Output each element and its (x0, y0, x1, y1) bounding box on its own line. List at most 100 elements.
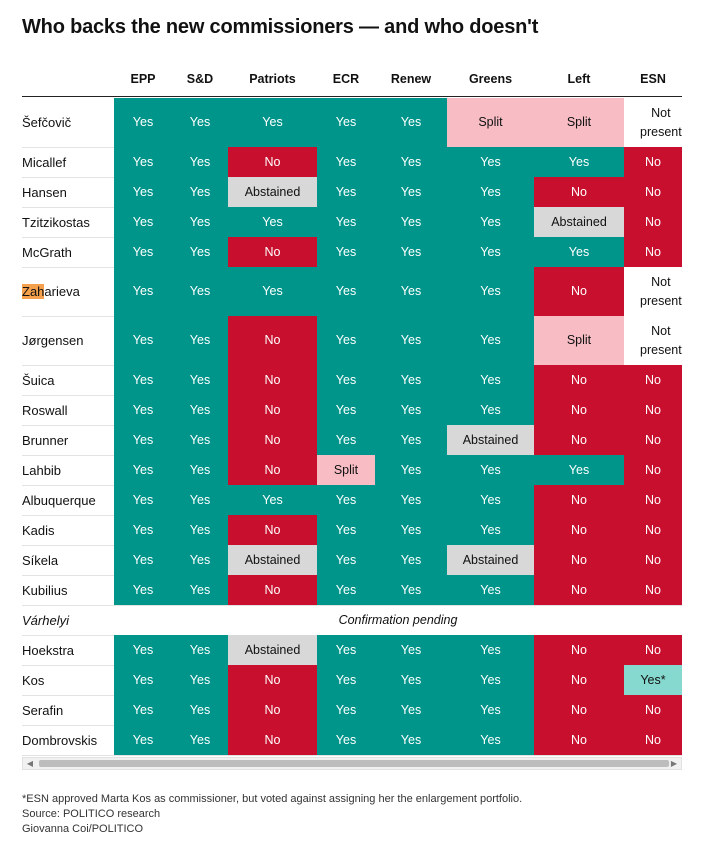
vote-cell-greens: Yes (447, 485, 534, 515)
table-row: Lahbib Yes Yes No Split Yes Yes Yes No (22, 455, 682, 485)
row-divider (22, 755, 682, 756)
vote-cell-left: Yes (534, 237, 624, 267)
table-row: Šuica Yes Yes No Yes Yes Yes No No (22, 365, 682, 395)
vote-cell-s-d: Yes (172, 207, 228, 237)
vote-cell-s-d: Yes (172, 98, 228, 147)
vote-cell-greens: Yes (447, 365, 534, 395)
table-row: Roswall Yes Yes No Yes Yes Yes No No (22, 395, 682, 425)
vote-cell-s-d: Yes (172, 695, 228, 725)
vote-cell-esn: No (624, 237, 682, 267)
vote-cell-left: No (534, 425, 624, 455)
vote-cell-esn: No (624, 425, 682, 455)
vote-cell-ecr: Yes (317, 575, 375, 605)
vote-cell-left: No (534, 545, 624, 575)
vote-cell-patriots: Yes (228, 267, 317, 316)
vote-cell-ecr: Split (317, 455, 375, 485)
vote-cell-left: No (534, 695, 624, 725)
vote-cell-renew: Yes (375, 395, 447, 425)
vote-cell-patriots: No (228, 575, 317, 605)
vote-cell-patriots: No (228, 316, 317, 365)
vote-cell-epp: Yes (114, 365, 172, 395)
scroll-thumb[interactable] (39, 760, 669, 767)
vote-cell-renew: Yes (375, 316, 447, 365)
table-row: Jørgensen Yes Yes No Yes Yes Yes Split Not prese… (22, 316, 682, 365)
vote-cell-ecr: Yes (317, 395, 375, 425)
vote-cell-esn: No (624, 725, 682, 755)
column-header-ecr: ECR (332, 72, 360, 86)
vote-cell-ecr: Yes (317, 147, 375, 177)
scroll-right-icon[interactable]: ▶ (670, 759, 678, 768)
vote-cell-esn: No (624, 395, 682, 425)
vote-cell-left: No (534, 485, 624, 515)
vote-cell-patriots: Yes (228, 207, 317, 237)
table-row: Zah arieva Yes Yes Yes Yes Yes Yes No Not present (22, 267, 682, 316)
vote-cell-s-d: Yes (172, 455, 228, 485)
vote-cell-epp: Yes (114, 635, 172, 665)
text-highlight: Zah (22, 284, 45, 299)
vote-cell-greens: Yes (447, 725, 534, 755)
vote-cell-esn: No (624, 695, 682, 725)
vote-cell-esn: No (624, 455, 682, 485)
vote-cell-greens: Yes (447, 177, 534, 207)
vote-cell-esn: Not present (624, 316, 682, 365)
vote-cell-renew: Yes (375, 635, 447, 665)
commissioner-name: Šuica (22, 372, 55, 388)
footnote-credit: Giovanna Coi/POLITICO (22, 823, 144, 835)
pending-note: Confirmation pending (338, 613, 458, 627)
column-header-esn: ESN (640, 72, 666, 86)
vote-cell-s-d: Yes (172, 485, 228, 515)
vote-cell-epp: Yes (114, 545, 172, 575)
vote-cell-ecr: Yes (317, 237, 375, 267)
vote-cell-renew: Yes (375, 207, 447, 237)
vote-cell-renew: Yes (375, 515, 447, 545)
vote-cell-greens: Yes (447, 455, 534, 485)
table-header: EPP S&D Patriots ECR Renew Greens Left ESN (22, 63, 682, 97)
vote-cell-s-d: Yes (172, 665, 228, 695)
vote-cell-epp: Yes (114, 425, 172, 455)
vote-cell-left: Yes (534, 147, 624, 177)
vote-cell-renew: Yes (375, 695, 447, 725)
vote-cell-s-d: Yes (172, 545, 228, 575)
vote-cell-ecr: Yes (317, 485, 375, 515)
vote-cell-epp: Yes (114, 575, 172, 605)
vote-cell-esn: No (624, 485, 682, 515)
vote-cell-greens: Yes (447, 237, 534, 267)
vote-cell-ecr: Yes (317, 725, 375, 755)
vote-cell-left: Split (534, 98, 624, 147)
commissioner-name: Hoekstra (22, 642, 75, 658)
column-header-s-d: S&D (186, 72, 214, 86)
horizontal-scrollbar[interactable]: ◀ ▶ (22, 757, 682, 770)
table-row: Serafin Yes Yes No Yes Yes Yes No No (22, 695, 682, 725)
vote-cell-renew: Yes (375, 455, 447, 485)
vote-cell-greens: Abstained (447, 425, 534, 455)
vote-cell-patriots: No (228, 695, 317, 725)
scroll-left-icon[interactable]: ◀ (26, 759, 34, 768)
table-row: Albuquerque Yes Yes Yes Yes Yes Yes No No (22, 485, 682, 515)
vote-cell-renew: Yes (375, 98, 447, 147)
column-header-epp: EPP (130, 72, 156, 86)
vote-cell-patriots: No (228, 395, 317, 425)
commissioner-name: Várhelyi (22, 612, 69, 628)
vote-cell-esn: No (624, 147, 682, 177)
vote-cell-ecr: Yes (317, 177, 375, 207)
vote-cell-patriots: Yes (228, 485, 317, 515)
vote-cell-epp: Yes (114, 267, 172, 316)
vote-cell-esn: Yes* (624, 665, 682, 695)
vote-cell-epp: Yes (114, 695, 172, 725)
vote-cell-ecr: Yes (317, 207, 375, 237)
footnote-esn: *ESN approved Marta Kos as commissioner,… (22, 793, 523, 805)
vote-cell-ecr: Yes (317, 635, 375, 665)
vote-cell-epp: Yes (114, 147, 172, 177)
vote-cell-renew: Yes (375, 425, 447, 455)
vote-cell-ecr: Yes (317, 98, 375, 147)
vote-cell-epp: Yes (114, 207, 172, 237)
table-row: Síkela Yes Yes Abstained Yes Yes Abstained No No (22, 545, 682, 575)
vote-cell-patriots: No (228, 147, 317, 177)
commissioner-name: Kubilius (22, 582, 68, 598)
vote-cell-esn: No (624, 207, 682, 237)
table-row: Várhelyi Confirmation pending (22, 605, 682, 635)
vote-cell-s-d: Yes (172, 515, 228, 545)
commissioner-name: Kadis (22, 522, 55, 538)
table-row: Hansen Yes Yes Abstained Yes Yes Yes No No (22, 177, 682, 207)
vote-cell-greens: Yes (447, 635, 534, 665)
